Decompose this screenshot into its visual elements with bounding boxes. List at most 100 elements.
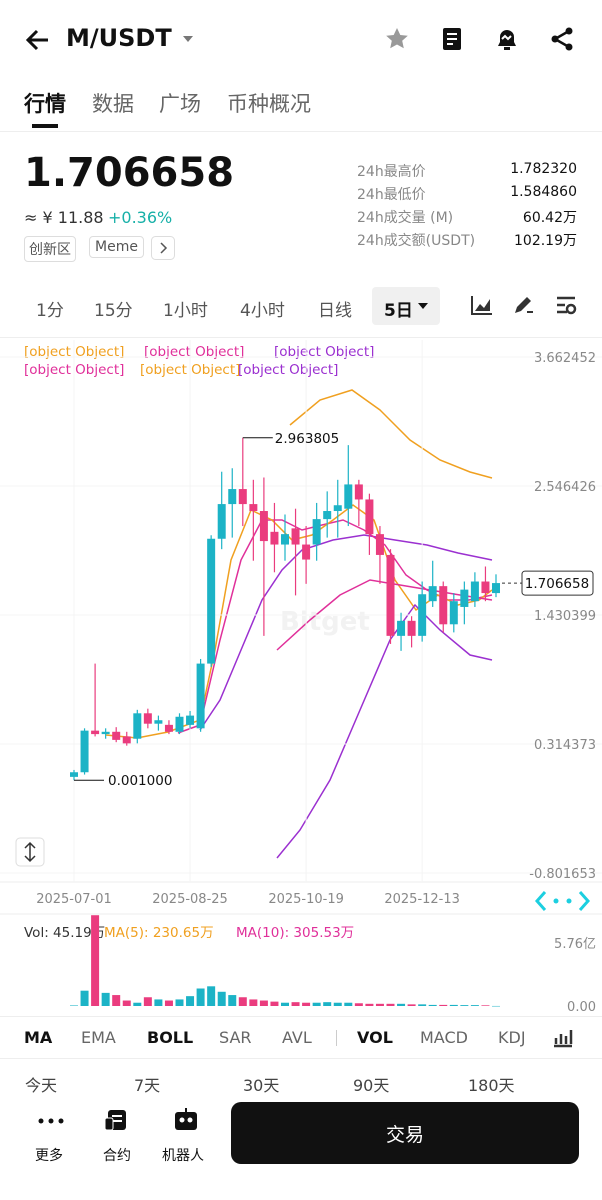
- volume-bar: [333, 1002, 342, 1006]
- period[interactable]: 30天: [243, 1076, 280, 1095]
- interval[interactable]: 15分: [94, 301, 133, 321]
- indicator-tab[interactable]: MACD: [420, 1028, 468, 1047]
- draw-icon[interactable]: [512, 294, 536, 316]
- volume-bar: [112, 995, 121, 1006]
- indicator-tab[interactable]: AVL: [282, 1028, 312, 1047]
- candle-body: [186, 715, 195, 725]
- candle-body: [386, 554, 395, 636]
- divider: [0, 337, 602, 338]
- candle-body: [80, 730, 89, 773]
- trade-button-label[interactable]: 交易: [385, 1124, 424, 1146]
- candle-body: [249, 504, 258, 512]
- action-label[interactable]: 更多: [35, 1148, 63, 1164]
- interval[interactable]: 1小时: [163, 301, 208, 321]
- volume-bar: [354, 1003, 363, 1006]
- interval-dropdown[interactable]: [418, 302, 428, 310]
- candle-body: [492, 583, 500, 594]
- contract-icon[interactable]: [104, 1108, 130, 1132]
- candle-body: [312, 519, 321, 545]
- favorite-icon[interactable]: [384, 26, 410, 52]
- tag[interactable]: 创新区: [24, 236, 76, 262]
- bot-icon[interactable]: [172, 1108, 200, 1132]
- ma20-line: [199, 534, 493, 731]
- interval-selected[interactable]: 5日: [384, 301, 413, 321]
- notes-icon[interactable]: [440, 26, 464, 52]
- tab-active[interactable]: 行情: [24, 92, 66, 116]
- volume-legend: MA(5): 230.65万: [104, 925, 214, 941]
- logo-dot: [553, 898, 559, 904]
- logo-bg: [530, 888, 594, 914]
- trade-button[interactable]: [231, 1102, 579, 1164]
- candle-body: [217, 504, 226, 539]
- period[interactable]: 7天: [134, 1076, 161, 1095]
- period[interactable]: 180天: [468, 1076, 515, 1095]
- indicator-tab[interactable]: BOLL: [147, 1028, 194, 1047]
- interval[interactable]: 1分: [36, 301, 64, 321]
- candle-body: [122, 736, 131, 744]
- volume-bar: [143, 997, 152, 1006]
- stat-value: 1.584860: [510, 184, 577, 200]
- volume-legend: MA(10): 305.53万: [236, 925, 354, 941]
- x-tick-label: 2025-12-13: [384, 892, 460, 907]
- indicator-tab[interactable]: KDJ: [498, 1028, 524, 1047]
- stat-value: 102.19万: [514, 233, 577, 249]
- y-tick-label: 3.662452: [534, 351, 596, 366]
- stat-label: 24h最高价: [357, 164, 426, 180]
- candle-body: [449, 601, 458, 625]
- indicator-settings[interactable]: [552, 1026, 574, 1048]
- tags-more[interactable]: [151, 236, 175, 260]
- boll-mid-line: [276, 579, 493, 651]
- max-label: 2.963805: [275, 431, 339, 447]
- candle-body: [344, 484, 353, 509]
- tab[interactable]: 数据: [92, 92, 134, 116]
- candle-body: [365, 499, 374, 535]
- action-label[interactable]: 机器人: [162, 1148, 204, 1164]
- pair-title[interactable]: M/USDT: [66, 24, 172, 52]
- indicator-tab[interactable]: EMA: [81, 1028, 116, 1047]
- settings-icon[interactable]: [555, 294, 579, 316]
- tab[interactable]: 币种概况: [227, 92, 311, 116]
- more-icon[interactable]: [36, 1110, 66, 1132]
- candle-body: [323, 511, 332, 520]
- indicator-tab[interactable]: VOL: [357, 1028, 393, 1047]
- candle-body: [302, 544, 311, 560]
- candle-body: [418, 594, 427, 636]
- volume-bar: [449, 1004, 458, 1006]
- period[interactable]: 90天: [353, 1076, 390, 1095]
- alert-icon[interactable]: [494, 26, 520, 52]
- interval[interactable]: 日线: [318, 301, 352, 321]
- volume-bar: [492, 1005, 500, 1007]
- interval-selected-bg: [372, 287, 440, 325]
- volume-bar: [101, 992, 110, 1006]
- divider: [0, 1016, 602, 1017]
- volume-bar: [470, 1005, 479, 1006]
- action-label[interactable]: 合约: [103, 1148, 131, 1164]
- stat-value: 1.782320: [510, 161, 577, 177]
- volume-bar: [312, 1002, 321, 1006]
- volume-bar: [133, 1002, 142, 1006]
- volume-bar: [186, 996, 195, 1006]
- stat-label: 24h最低价: [357, 187, 426, 203]
- volume-bar: [270, 1001, 279, 1006]
- interval[interactable]: 4小时: [240, 301, 285, 321]
- indicator-tab[interactable]: MA: [24, 1028, 53, 1047]
- indicator-tab[interactable]: SAR: [219, 1028, 252, 1047]
- volume-bar: [481, 1005, 490, 1006]
- candle-body: [196, 663, 205, 729]
- y-tick-label: -0.801653: [529, 867, 596, 882]
- pair-dropdown[interactable]: [182, 34, 194, 44]
- candle-body: [281, 534, 289, 545]
- watermark: Bitget: [280, 607, 370, 637]
- tag[interactable]: Meme: [89, 236, 144, 258]
- volume-bar: [281, 1002, 289, 1006]
- chart-type-icon[interactable]: [470, 294, 494, 316]
- back-button[interactable]: [24, 26, 52, 54]
- tab-indicator: [32, 124, 58, 128]
- share-icon[interactable]: [550, 26, 574, 52]
- period[interactable]: 今天: [25, 1076, 58, 1095]
- candle-body: [375, 534, 384, 555]
- tab[interactable]: 广场: [159, 92, 201, 116]
- scale-toggle-icon: [24, 841, 36, 863]
- volume-legend: Vol: 45.19万: [24, 925, 105, 941]
